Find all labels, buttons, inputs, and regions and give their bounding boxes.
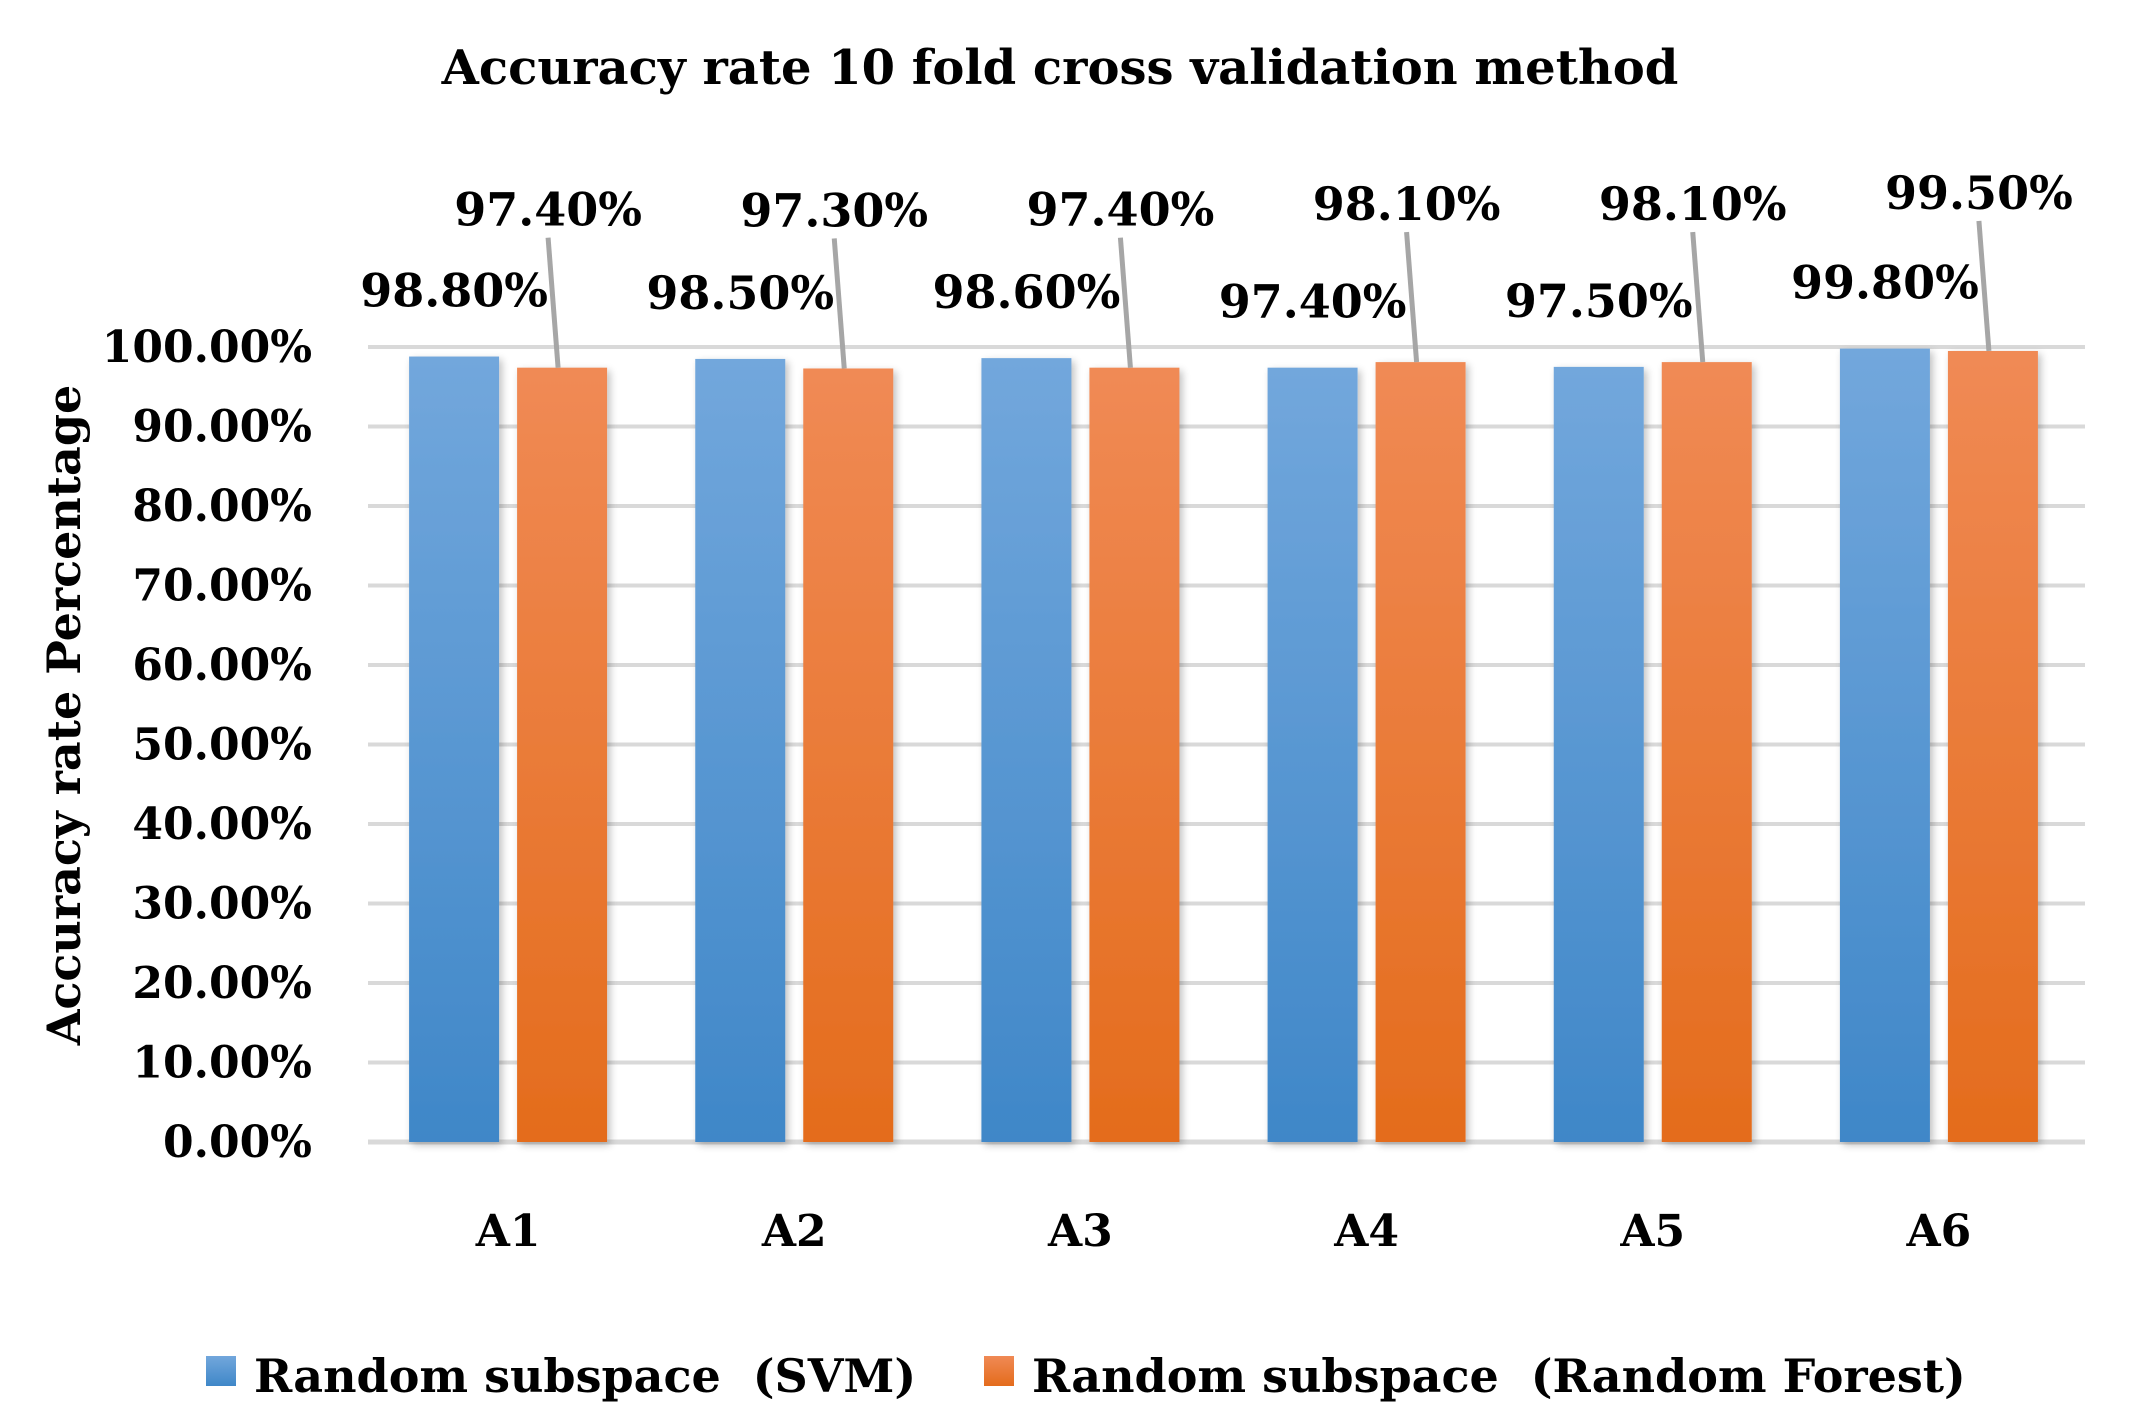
bar-svm-a5 xyxy=(1553,366,1644,1142)
bar-random-forest-a3 xyxy=(1089,367,1180,1142)
data-label-leaders xyxy=(545,220,1992,369)
bar-random-forest-a5 xyxy=(1661,362,1752,1143)
y-tick-label: 10.00% xyxy=(132,1038,312,1089)
legend-swatch-svm xyxy=(206,1356,236,1386)
bars xyxy=(409,348,2038,1143)
legend-swatch-random-forest xyxy=(984,1356,1014,1386)
data-label-svm: 97.40% xyxy=(1219,275,1407,329)
leader-line-random-forest xyxy=(831,238,847,369)
legend-label-svm: Random subspace (SVM) xyxy=(254,1349,916,1403)
y-tick-label: 80.00% xyxy=(132,481,312,532)
bar-svm-a2 xyxy=(695,358,786,1142)
data-label-svm: 98.50% xyxy=(646,266,834,320)
bar-svm-a4 xyxy=(1267,367,1358,1142)
data-label-svm: 98.60% xyxy=(933,265,1121,319)
leader-line-random-forest xyxy=(1690,231,1706,363)
x-tick-label: A6 xyxy=(1906,1206,1972,1257)
y-axis-ticks: 0.00% 10.00% 20.00% 30.00% 40.00% 50.00% 60.00… xyxy=(102,322,312,1168)
y-tick-label: 30.00% xyxy=(132,879,312,930)
data-labels: 98.80%97.40%98.50%97.30%98.60%97.40%97.4… xyxy=(360,166,2073,329)
data-label-random-forest: 99.50% xyxy=(1885,166,2073,220)
data-label-svm: 97.50% xyxy=(1505,274,1693,328)
y-tick-label: 0.00% xyxy=(163,1117,312,1168)
gridlines xyxy=(368,345,2085,1145)
y-tick-label: 70.00% xyxy=(132,561,312,612)
data-label-random-forest: 97.40% xyxy=(454,183,642,237)
x-tick-label: A1 xyxy=(475,1206,541,1257)
bar-svm-a6 xyxy=(1839,348,1930,1143)
x-tick-label: A2 xyxy=(761,1206,827,1257)
legend: Random subspace (SVM) Random subspace (R… xyxy=(206,1349,1966,1403)
leader-line-random-forest xyxy=(545,237,561,368)
data-label-svm: 98.80% xyxy=(360,264,548,318)
x-tick-label: A5 xyxy=(1619,1206,1685,1257)
x-axis-ticks: A1 A2 A3 A4 A5 A6 xyxy=(475,1206,1972,1257)
bar-random-forest-a6 xyxy=(1947,350,2038,1143)
leader-line-random-forest xyxy=(1404,231,1420,363)
data-label-svm: 99.80% xyxy=(1791,256,1979,310)
data-label-random-forest: 98.10% xyxy=(1313,177,1501,231)
data-label-random-forest: 98.10% xyxy=(1599,177,1787,231)
y-axis-label: Accuracy rate Percentage xyxy=(37,385,91,1047)
x-tick-label: A3 xyxy=(1047,1206,1113,1257)
y-tick-label: 60.00% xyxy=(132,640,312,691)
x-tick-label: A4 xyxy=(1333,1206,1399,1257)
y-tick-label: 100.00% xyxy=(102,322,312,373)
chart-title: Accuracy rate 10 fold cross validation m… xyxy=(441,40,1679,96)
y-tick-label: 40.00% xyxy=(132,799,312,850)
bar-svm-a1 xyxy=(409,356,500,1142)
y-tick-label: 50.00% xyxy=(132,720,312,771)
bar-random-forest-a4 xyxy=(1375,362,1466,1143)
y-tick-label: 20.00% xyxy=(132,958,312,1009)
data-label-random-forest: 97.30% xyxy=(740,183,928,237)
bar-svm-a3 xyxy=(981,358,1072,1142)
bar-random-forest-a2 xyxy=(803,368,894,1143)
legend-label-random-forest: Random subspace (Random Forest) xyxy=(1032,1349,1966,1403)
leader-line-random-forest xyxy=(1117,237,1133,368)
bar-random-forest-a1 xyxy=(517,367,608,1142)
leader-line-random-forest xyxy=(1976,220,1992,352)
data-label-random-forest: 97.40% xyxy=(1027,183,1215,237)
y-tick-label: 90.00% xyxy=(132,402,312,453)
